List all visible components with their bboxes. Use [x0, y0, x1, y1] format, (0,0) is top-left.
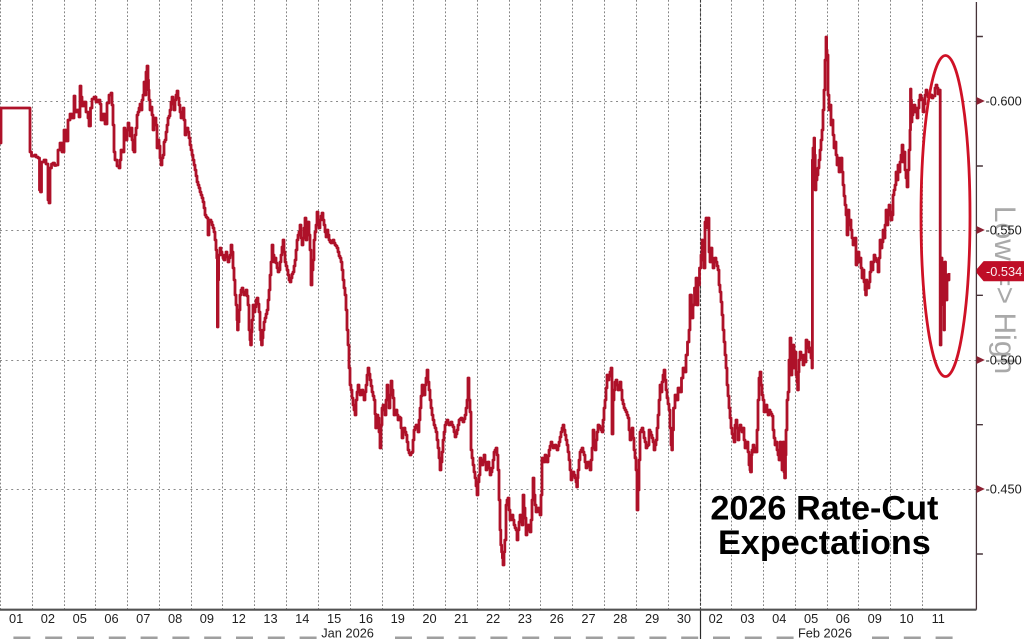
- svg-text:30: 30: [677, 611, 691, 626]
- svg-text:23: 23: [518, 611, 532, 626]
- svg-text:06: 06: [836, 611, 850, 626]
- svg-text:Expectations: Expectations: [718, 524, 931, 562]
- svg-text:06: 06: [104, 611, 118, 626]
- svg-text:27: 27: [581, 611, 595, 626]
- svg-text:26: 26: [550, 611, 564, 626]
- svg-text:03: 03: [740, 611, 754, 626]
- svg-text:19: 19: [391, 611, 405, 626]
- svg-text:12: 12: [232, 611, 246, 626]
- svg-text:09: 09: [868, 611, 882, 626]
- svg-text:05: 05: [804, 611, 818, 626]
- svg-text:10: 10: [899, 611, 913, 626]
- svg-text:22: 22: [486, 611, 500, 626]
- svg-text:14: 14: [295, 611, 309, 626]
- svg-text:11: 11: [932, 611, 945, 626]
- svg-text:Low => High: Low => High: [988, 206, 1021, 374]
- svg-text:07: 07: [136, 611, 150, 626]
- svg-text:2026 Rate-Cut: 2026 Rate-Cut: [710, 490, 938, 528]
- svg-text:04: 04: [772, 611, 786, 626]
- svg-text:Jan 2026: Jan 2026: [321, 626, 374, 639]
- svg-text:05: 05: [73, 611, 87, 626]
- svg-text:08: 08: [168, 611, 182, 626]
- svg-text:28: 28: [613, 611, 627, 626]
- svg-text:-0.450: -0.450: [986, 482, 1022, 497]
- svg-text:-0.550: -0.550: [986, 223, 1022, 238]
- svg-text:29: 29: [645, 611, 659, 626]
- svg-text:Feb 2026: Feb 2026: [798, 626, 852, 639]
- svg-text:13: 13: [263, 611, 277, 626]
- svg-text:20: 20: [422, 611, 436, 626]
- svg-text:02: 02: [41, 611, 55, 626]
- svg-text:-0.500: -0.500: [986, 353, 1022, 368]
- svg-text:21: 21: [454, 611, 468, 626]
- svg-text:09: 09: [200, 611, 214, 626]
- svg-text:-0.600: -0.600: [986, 94, 1022, 109]
- svg-text:-0.534: -0.534: [986, 264, 1022, 279]
- svg-text:15: 15: [327, 611, 341, 626]
- svg-text:02: 02: [709, 611, 723, 626]
- svg-text:01: 01: [9, 611, 23, 626]
- svg-text:16: 16: [359, 611, 373, 626]
